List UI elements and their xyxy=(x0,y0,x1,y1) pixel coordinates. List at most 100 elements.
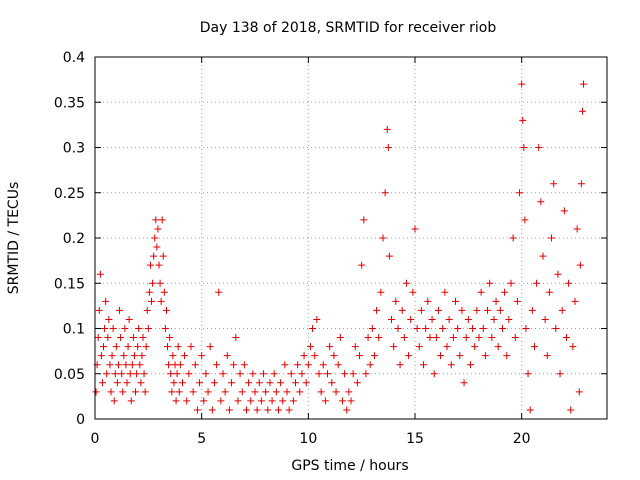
data-point xyxy=(130,352,138,360)
data-point xyxy=(385,252,393,260)
data-point xyxy=(341,370,349,378)
data-point xyxy=(473,306,481,314)
data-point xyxy=(360,216,368,224)
data-point xyxy=(405,352,413,360)
data-point xyxy=(398,306,406,314)
data-point xyxy=(174,343,182,351)
data-point xyxy=(575,388,583,396)
data-point xyxy=(253,406,261,414)
data-point xyxy=(377,288,385,296)
data-point xyxy=(537,198,545,206)
y-tick-label: 0 xyxy=(76,412,85,428)
data-point xyxy=(292,379,300,387)
data-point xyxy=(142,343,150,351)
data-point xyxy=(103,370,111,378)
data-point xyxy=(384,144,392,151)
chart-title: Day 138 of 2018, SRMTID for receiver rio… xyxy=(200,20,497,36)
data-point xyxy=(413,325,421,332)
data-point xyxy=(101,325,109,332)
data-point xyxy=(210,379,218,387)
data-point xyxy=(154,225,162,233)
data-point xyxy=(505,315,513,323)
data-point xyxy=(169,352,177,360)
data-point xyxy=(143,306,151,314)
data-point xyxy=(112,343,120,351)
y-tick-label: 0.3 xyxy=(63,141,85,157)
data-point xyxy=(109,325,117,332)
data-point xyxy=(533,279,541,287)
data-point xyxy=(400,334,408,342)
data-point xyxy=(158,216,166,224)
data-point xyxy=(458,306,466,314)
y-tick-label: 0.2 xyxy=(63,231,85,247)
data-point xyxy=(569,343,577,351)
data-point xyxy=(111,370,119,378)
y-tick-label: 0.35 xyxy=(54,95,85,111)
data-point xyxy=(172,397,180,405)
data-point xyxy=(501,288,509,296)
y-tick-label: 0.1 xyxy=(63,322,85,338)
data-point xyxy=(300,352,308,360)
data-point xyxy=(396,361,404,369)
data-point xyxy=(417,306,425,314)
data-point xyxy=(535,144,543,151)
data-point xyxy=(524,370,532,378)
data-point xyxy=(234,397,242,405)
data-point xyxy=(368,325,376,332)
data-point xyxy=(117,334,125,342)
data-point xyxy=(336,334,344,342)
data-point xyxy=(176,361,184,369)
data-point xyxy=(164,343,172,351)
data-point xyxy=(319,361,327,369)
data-point xyxy=(567,406,575,414)
data-point xyxy=(388,315,396,323)
data-point xyxy=(140,370,148,378)
data-point xyxy=(264,406,272,414)
y-tick-label: 0.05 xyxy=(54,367,85,383)
data-point xyxy=(456,352,464,360)
data-point xyxy=(225,406,233,414)
data-point xyxy=(249,370,257,378)
data-point xyxy=(452,297,460,305)
data-point xyxy=(202,370,210,378)
data-point xyxy=(353,379,361,387)
data-point xyxy=(138,352,146,360)
data-point xyxy=(464,315,472,323)
data-point xyxy=(260,370,268,378)
data-point xyxy=(545,288,553,296)
data-point xyxy=(488,334,496,342)
data-point xyxy=(519,116,527,124)
data-point xyxy=(422,325,430,332)
data-point xyxy=(204,388,212,396)
x-tick-label: 10 xyxy=(299,431,317,447)
data-point xyxy=(430,370,438,378)
data-point xyxy=(571,297,579,305)
data-point xyxy=(187,343,195,351)
data-point xyxy=(121,325,129,332)
data-point xyxy=(522,325,530,332)
data-point xyxy=(107,388,115,396)
data-point xyxy=(159,252,167,260)
data-point xyxy=(362,370,370,378)
data-point xyxy=(181,352,189,360)
data-point xyxy=(503,352,511,360)
data-point xyxy=(255,379,263,387)
data-point xyxy=(285,406,293,414)
y-tick-label: 0.4 xyxy=(63,50,85,66)
data-point xyxy=(347,397,355,405)
data-point xyxy=(161,325,169,332)
data-point xyxy=(157,297,165,305)
data-point xyxy=(409,288,417,296)
data-point xyxy=(462,334,470,342)
data-point xyxy=(240,361,248,369)
data-point xyxy=(193,406,201,414)
data-point xyxy=(550,180,558,188)
data-point xyxy=(100,343,108,351)
data-point xyxy=(332,388,340,396)
data-point xyxy=(257,397,265,405)
data-point xyxy=(245,379,253,387)
data-point xyxy=(498,325,506,332)
data-point xyxy=(160,288,168,296)
data-point xyxy=(475,334,483,342)
data-point xyxy=(441,288,449,296)
